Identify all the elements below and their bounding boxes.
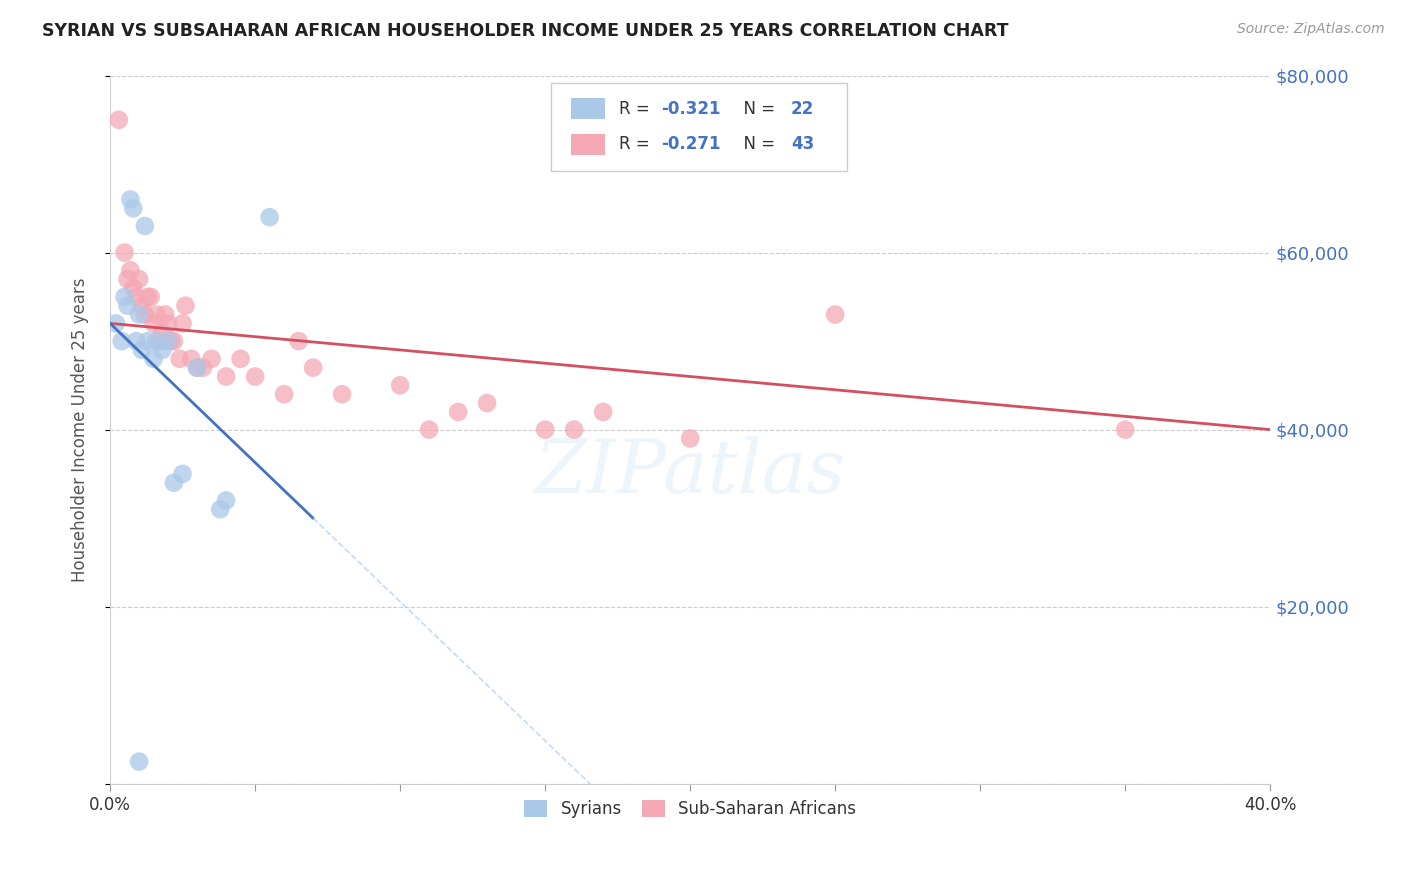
FancyBboxPatch shape	[551, 83, 846, 171]
Text: N =: N =	[733, 136, 780, 153]
Text: SYRIAN VS SUBSAHARAN AFRICAN HOUSEHOLDER INCOME UNDER 25 YEARS CORRELATION CHART: SYRIAN VS SUBSAHARAN AFRICAN HOUSEHOLDER…	[42, 22, 1008, 40]
Point	[125, 334, 148, 348]
Point	[107, 112, 129, 127]
Point	[229, 351, 252, 366]
Point	[475, 396, 498, 410]
Point	[447, 405, 470, 419]
Text: 43: 43	[792, 136, 814, 153]
Point	[418, 423, 440, 437]
Y-axis label: Householder Income Under 25 years: Householder Income Under 25 years	[72, 277, 89, 582]
Point	[259, 210, 281, 224]
Point	[157, 317, 180, 331]
Point	[330, 387, 353, 401]
Point	[136, 290, 159, 304]
Text: 22: 22	[792, 100, 814, 118]
Text: R =: R =	[620, 100, 655, 118]
Point	[142, 317, 165, 331]
Point	[122, 281, 145, 295]
Point	[117, 272, 139, 286]
Point	[592, 405, 614, 419]
Point	[186, 360, 208, 375]
FancyBboxPatch shape	[571, 98, 606, 120]
Point	[125, 290, 148, 304]
Point	[145, 308, 167, 322]
Text: N =: N =	[733, 100, 780, 118]
Point	[111, 334, 134, 348]
Point	[169, 351, 191, 366]
Point	[209, 502, 232, 516]
Point	[122, 202, 145, 216]
Point	[136, 334, 159, 348]
Point	[160, 334, 183, 348]
Legend: Syrians, Sub-Saharan Africans: Syrians, Sub-Saharan Africans	[517, 794, 863, 825]
Point	[215, 493, 238, 508]
Point	[215, 369, 238, 384]
Point	[191, 360, 214, 375]
Point	[172, 467, 194, 481]
Point	[117, 299, 139, 313]
Point	[157, 334, 180, 348]
Point	[163, 475, 186, 490]
Point	[153, 308, 176, 322]
Point	[142, 351, 165, 366]
Point	[534, 423, 557, 437]
Point	[562, 423, 585, 437]
Point	[131, 343, 153, 357]
Point	[172, 317, 194, 331]
Point	[139, 290, 162, 304]
Text: ZIPatlas: ZIPatlas	[534, 436, 845, 508]
Point	[114, 290, 136, 304]
Point	[148, 334, 170, 348]
Text: Source: ZipAtlas.com: Source: ZipAtlas.com	[1237, 22, 1385, 37]
Point	[134, 219, 156, 233]
Point	[163, 334, 186, 348]
Text: -0.321: -0.321	[661, 100, 721, 118]
Point	[131, 299, 153, 313]
Point	[150, 325, 173, 339]
Point	[134, 308, 156, 322]
Point	[120, 193, 142, 207]
Point	[824, 308, 846, 322]
Point	[1114, 423, 1136, 437]
Point	[114, 245, 136, 260]
Point	[174, 299, 197, 313]
Point	[128, 755, 150, 769]
Point	[128, 308, 150, 322]
Point	[389, 378, 412, 392]
Point	[679, 432, 702, 446]
Point	[273, 387, 295, 401]
Point	[120, 263, 142, 277]
Point	[180, 351, 202, 366]
Point	[128, 272, 150, 286]
Point	[145, 334, 167, 348]
Text: R =: R =	[620, 136, 655, 153]
Point	[186, 360, 208, 375]
Text: -0.271: -0.271	[661, 136, 721, 153]
Point	[302, 360, 325, 375]
Point	[150, 343, 173, 357]
Point	[104, 317, 127, 331]
Point	[243, 369, 266, 384]
Point	[287, 334, 309, 348]
FancyBboxPatch shape	[571, 134, 606, 155]
Point	[200, 351, 222, 366]
